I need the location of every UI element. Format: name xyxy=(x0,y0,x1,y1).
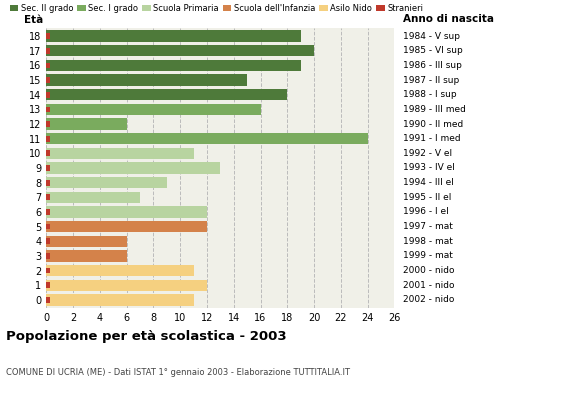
Bar xyxy=(46,224,50,230)
Bar xyxy=(46,206,207,218)
Text: 1993 - IV el: 1993 - IV el xyxy=(403,164,455,172)
Bar xyxy=(46,89,287,100)
Text: Età: Età xyxy=(24,15,43,25)
Bar xyxy=(46,106,50,112)
Bar xyxy=(46,282,50,288)
Bar xyxy=(46,265,194,276)
Bar xyxy=(46,192,140,203)
Bar xyxy=(46,209,50,215)
Text: 1988 - I sup: 1988 - I sup xyxy=(403,90,456,99)
Bar xyxy=(46,221,207,232)
Bar xyxy=(46,136,50,142)
Bar xyxy=(46,104,260,115)
Text: 1995 - II el: 1995 - II el xyxy=(403,193,451,202)
Text: 1996 - I el: 1996 - I el xyxy=(403,208,449,216)
Bar xyxy=(46,238,50,244)
Bar xyxy=(46,180,50,186)
Bar xyxy=(46,77,50,83)
Text: 2001 - nido: 2001 - nido xyxy=(403,281,455,290)
Bar xyxy=(46,236,126,247)
Bar xyxy=(46,194,50,200)
Text: 1984 - V sup: 1984 - V sup xyxy=(403,32,460,40)
Bar xyxy=(46,33,50,39)
Bar xyxy=(46,74,247,86)
Bar xyxy=(46,162,220,174)
Text: COMUNE DI UCRIA (ME) - Dati ISTAT 1° gennaio 2003 - Elaborazione TUTTITALIA.IT: COMUNE DI UCRIA (ME) - Dati ISTAT 1° gen… xyxy=(6,368,350,377)
Text: 1989 - III med: 1989 - III med xyxy=(403,105,466,114)
Bar xyxy=(46,30,300,42)
Bar xyxy=(46,280,207,291)
Bar xyxy=(46,48,50,54)
Bar xyxy=(46,45,314,56)
Text: 2002 - nido: 2002 - nido xyxy=(403,296,455,304)
Bar xyxy=(46,268,50,274)
Text: 1992 - V el: 1992 - V el xyxy=(403,149,452,158)
Text: 1998 - mat: 1998 - mat xyxy=(403,237,453,246)
Text: 1987 - II sup: 1987 - II sup xyxy=(403,76,459,84)
Text: 2000 - nido: 2000 - nido xyxy=(403,266,455,275)
Text: 1994 - III el: 1994 - III el xyxy=(403,178,454,187)
Bar xyxy=(46,121,50,127)
Bar xyxy=(46,177,167,188)
Bar xyxy=(46,294,194,306)
Bar xyxy=(46,148,194,159)
Text: 1991 - I med: 1991 - I med xyxy=(403,134,461,143)
Bar xyxy=(46,150,50,156)
Text: 1999 - mat: 1999 - mat xyxy=(403,252,453,260)
Text: Anno di nascita: Anno di nascita xyxy=(403,14,494,24)
Bar xyxy=(46,118,126,130)
Bar xyxy=(46,253,50,259)
Text: 1990 - II med: 1990 - II med xyxy=(403,120,463,128)
Text: 1997 - mat: 1997 - mat xyxy=(403,222,453,231)
Bar xyxy=(46,297,50,303)
Text: Popolazione per età scolastica - 2003: Popolazione per età scolastica - 2003 xyxy=(6,330,287,343)
Text: 1985 - VI sup: 1985 - VI sup xyxy=(403,46,463,55)
Text: 1986 - III sup: 1986 - III sup xyxy=(403,61,462,70)
Bar xyxy=(46,92,50,98)
Legend: Sec. II grado, Sec. I grado, Scuola Primaria, Scuola dell'Infanzia, Asilo Nido, : Sec. II grado, Sec. I grado, Scuola Prim… xyxy=(10,4,423,13)
Bar xyxy=(46,60,300,71)
Bar xyxy=(46,165,50,171)
Bar xyxy=(46,250,126,262)
Bar xyxy=(46,62,50,68)
Bar xyxy=(46,133,368,144)
